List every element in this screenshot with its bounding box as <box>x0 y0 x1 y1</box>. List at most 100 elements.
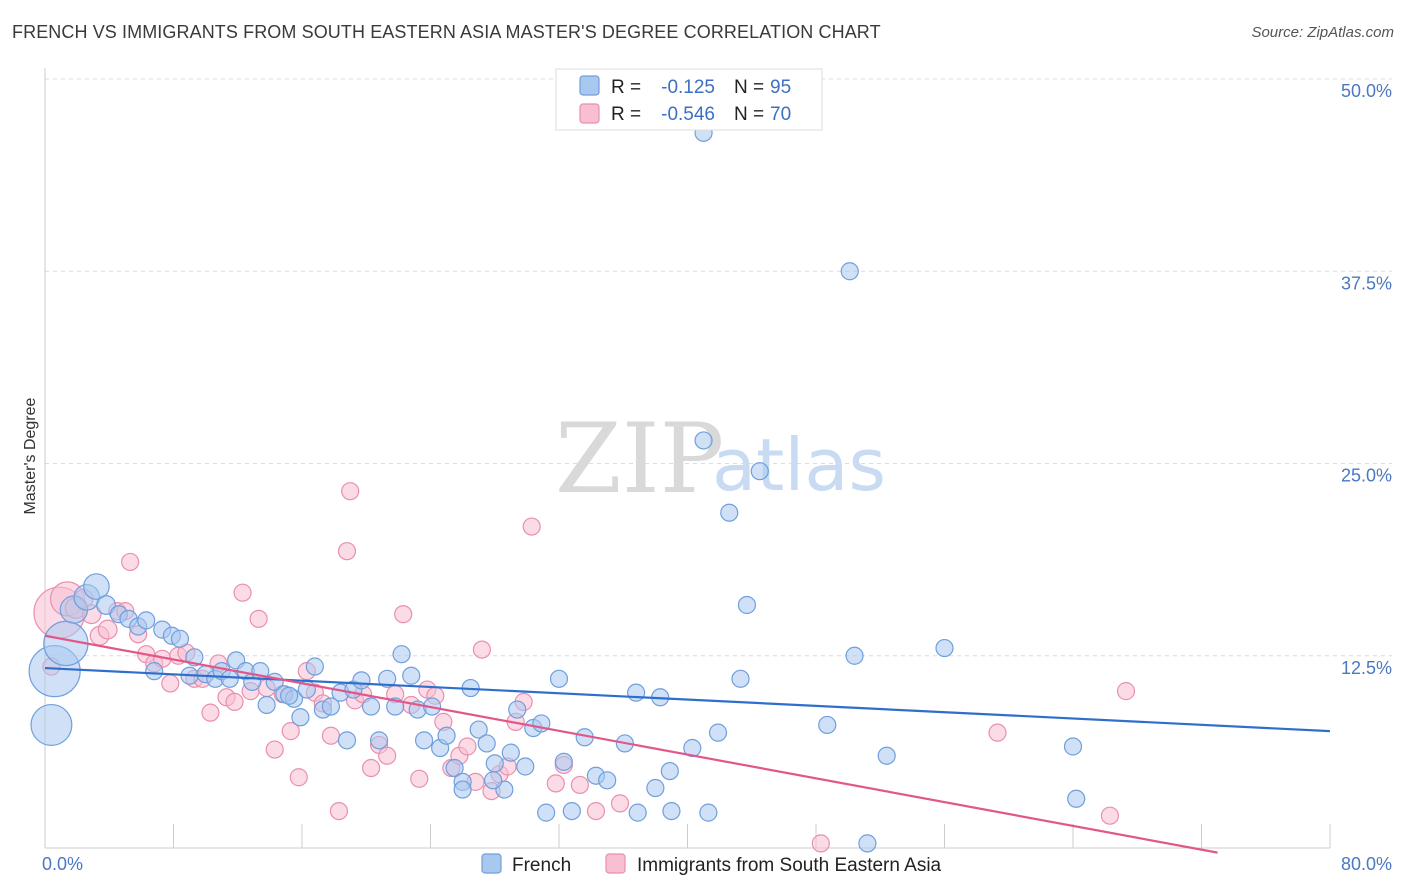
french-point-14 <box>170 629 190 648</box>
french-points <box>28 123 1086 853</box>
french-point-11 <box>145 662 164 681</box>
french-point-77 <box>720 503 739 522</box>
watermark-zip: ZIP <box>555 403 724 515</box>
sea-point-66 <box>610 794 630 813</box>
y-tick-label-0: 12.5% <box>1341 658 1392 678</box>
french-point-37 <box>352 671 371 690</box>
french-point-86 <box>840 262 859 281</box>
french-point-31 <box>305 657 324 676</box>
french-point-91 <box>1063 737 1083 756</box>
french-point-76 <box>708 723 728 742</box>
french-point-83 <box>453 780 472 799</box>
sea-point-35 <box>321 726 341 745</box>
gridlines <box>45 78 1392 657</box>
x-minor-ticks <box>44 824 1331 848</box>
bottom-legend-swatch-sea <box>605 853 626 874</box>
sea-point-7 <box>97 619 118 640</box>
sea-point-24 <box>233 583 252 602</box>
sea-point-53 <box>458 737 477 756</box>
french-point-92 <box>1067 789 1086 808</box>
french-point-63 <box>554 752 573 771</box>
sea-point-23 <box>225 692 244 711</box>
sea-point-28 <box>265 740 284 759</box>
sea-point-38 <box>341 482 360 501</box>
french-point-40 <box>378 669 397 688</box>
sea-point-20 <box>201 703 220 722</box>
french-point-39 <box>370 731 389 750</box>
french-point-78 <box>731 669 750 688</box>
french-point-10 <box>137 611 156 630</box>
watermark-atlas: atlas <box>712 423 886 507</box>
french-point-67 <box>598 771 617 790</box>
sea-point-15 <box>161 674 180 693</box>
sea-point-64 <box>570 775 589 795</box>
french-point-56 <box>501 743 520 762</box>
french-point-5 <box>83 573 110 600</box>
french-trend-line <box>44 666 1331 733</box>
y-tick-label-3: 50.0% <box>1341 81 1392 101</box>
sea-point-31 <box>289 768 308 787</box>
legend-r-value-sea: -0.546 <box>661 104 715 125</box>
sea-point-37 <box>337 542 357 561</box>
french-point-93 <box>280 686 299 705</box>
y-tick-labels: 12.5% 25.0% 37.5% 50.0% <box>1341 81 1392 678</box>
french-point-81 <box>646 778 665 798</box>
french-point-82 <box>662 801 681 821</box>
legend-r-label-french: R = <box>611 77 641 98</box>
french-point-74 <box>694 431 713 450</box>
french-point-38 <box>361 697 381 716</box>
french-point-54 <box>485 754 504 773</box>
bottom-legend-label-sea: Immigrants from South Eastern Asia <box>637 855 942 876</box>
sea-point-43 <box>378 746 397 765</box>
legend-n-value-sea: 70 <box>770 104 791 125</box>
legend-n-value-french: 95 <box>770 77 791 98</box>
x-tick-label-max: 80.0% <box>1341 854 1392 874</box>
bottom-legend-label-french: French <box>512 855 571 876</box>
french-point-52 <box>469 720 488 739</box>
french-point-53 <box>477 734 496 753</box>
french-point-85 <box>818 715 837 735</box>
french-point-0 <box>30 703 73 746</box>
sea-point-41 <box>361 758 381 778</box>
sea-point-62 <box>546 774 565 793</box>
sea-point-47 <box>410 769 429 788</box>
y-tick-label-2: 37.5% <box>1341 273 1392 293</box>
french-point-80 <box>750 462 769 481</box>
y-axis-label: Master's Degree <box>22 397 39 514</box>
legend-n-label-sea: N = <box>734 104 764 125</box>
french-point-45 <box>414 731 434 750</box>
sea-trend-line <box>44 634 1218 854</box>
french-point-61 <box>537 803 556 822</box>
sea-point-69 <box>1100 806 1120 825</box>
legend-n-label-french: N = <box>734 77 764 98</box>
legend-r-value-french: -0.125 <box>661 77 715 98</box>
legend-r-label-sea: R = <box>611 104 641 125</box>
french-point-33 <box>321 697 341 716</box>
y-tick-label-1: 25.0% <box>1341 466 1392 486</box>
sea-points <box>33 482 1136 853</box>
sea-point-67 <box>811 834 830 853</box>
chart-title: FRENCH VS IMMIGRANTS FROM SOUTH EASTERN … <box>12 22 881 42</box>
french-point-84 <box>484 771 503 790</box>
french-point-64 <box>562 801 581 821</box>
french-point-57 <box>508 700 527 719</box>
sea-point-68 <box>988 723 1007 742</box>
sea-point-61 <box>522 517 541 536</box>
french-point-6 <box>96 595 116 615</box>
stats-legend: R = -0.125 N = 95 R = -0.546 N = 70 <box>555 68 823 131</box>
sea-point-65 <box>586 801 606 821</box>
stats-legend-box <box>555 68 823 131</box>
french-point-48 <box>437 726 456 745</box>
trend-lines <box>44 634 1331 854</box>
series-legend: French Immigrants from South Eastern Asi… <box>481 853 942 876</box>
bottom-legend-swatch-french <box>481 853 502 874</box>
french-point-29 <box>291 708 310 727</box>
french-point-90 <box>935 638 954 658</box>
french-point-89 <box>877 746 896 765</box>
french-point-75 <box>699 803 718 822</box>
french-point-49 <box>445 758 464 778</box>
french-point-58 <box>516 757 535 776</box>
sea-point-10 <box>121 552 140 572</box>
x-tick-label-min: 0.0% <box>42 854 83 874</box>
